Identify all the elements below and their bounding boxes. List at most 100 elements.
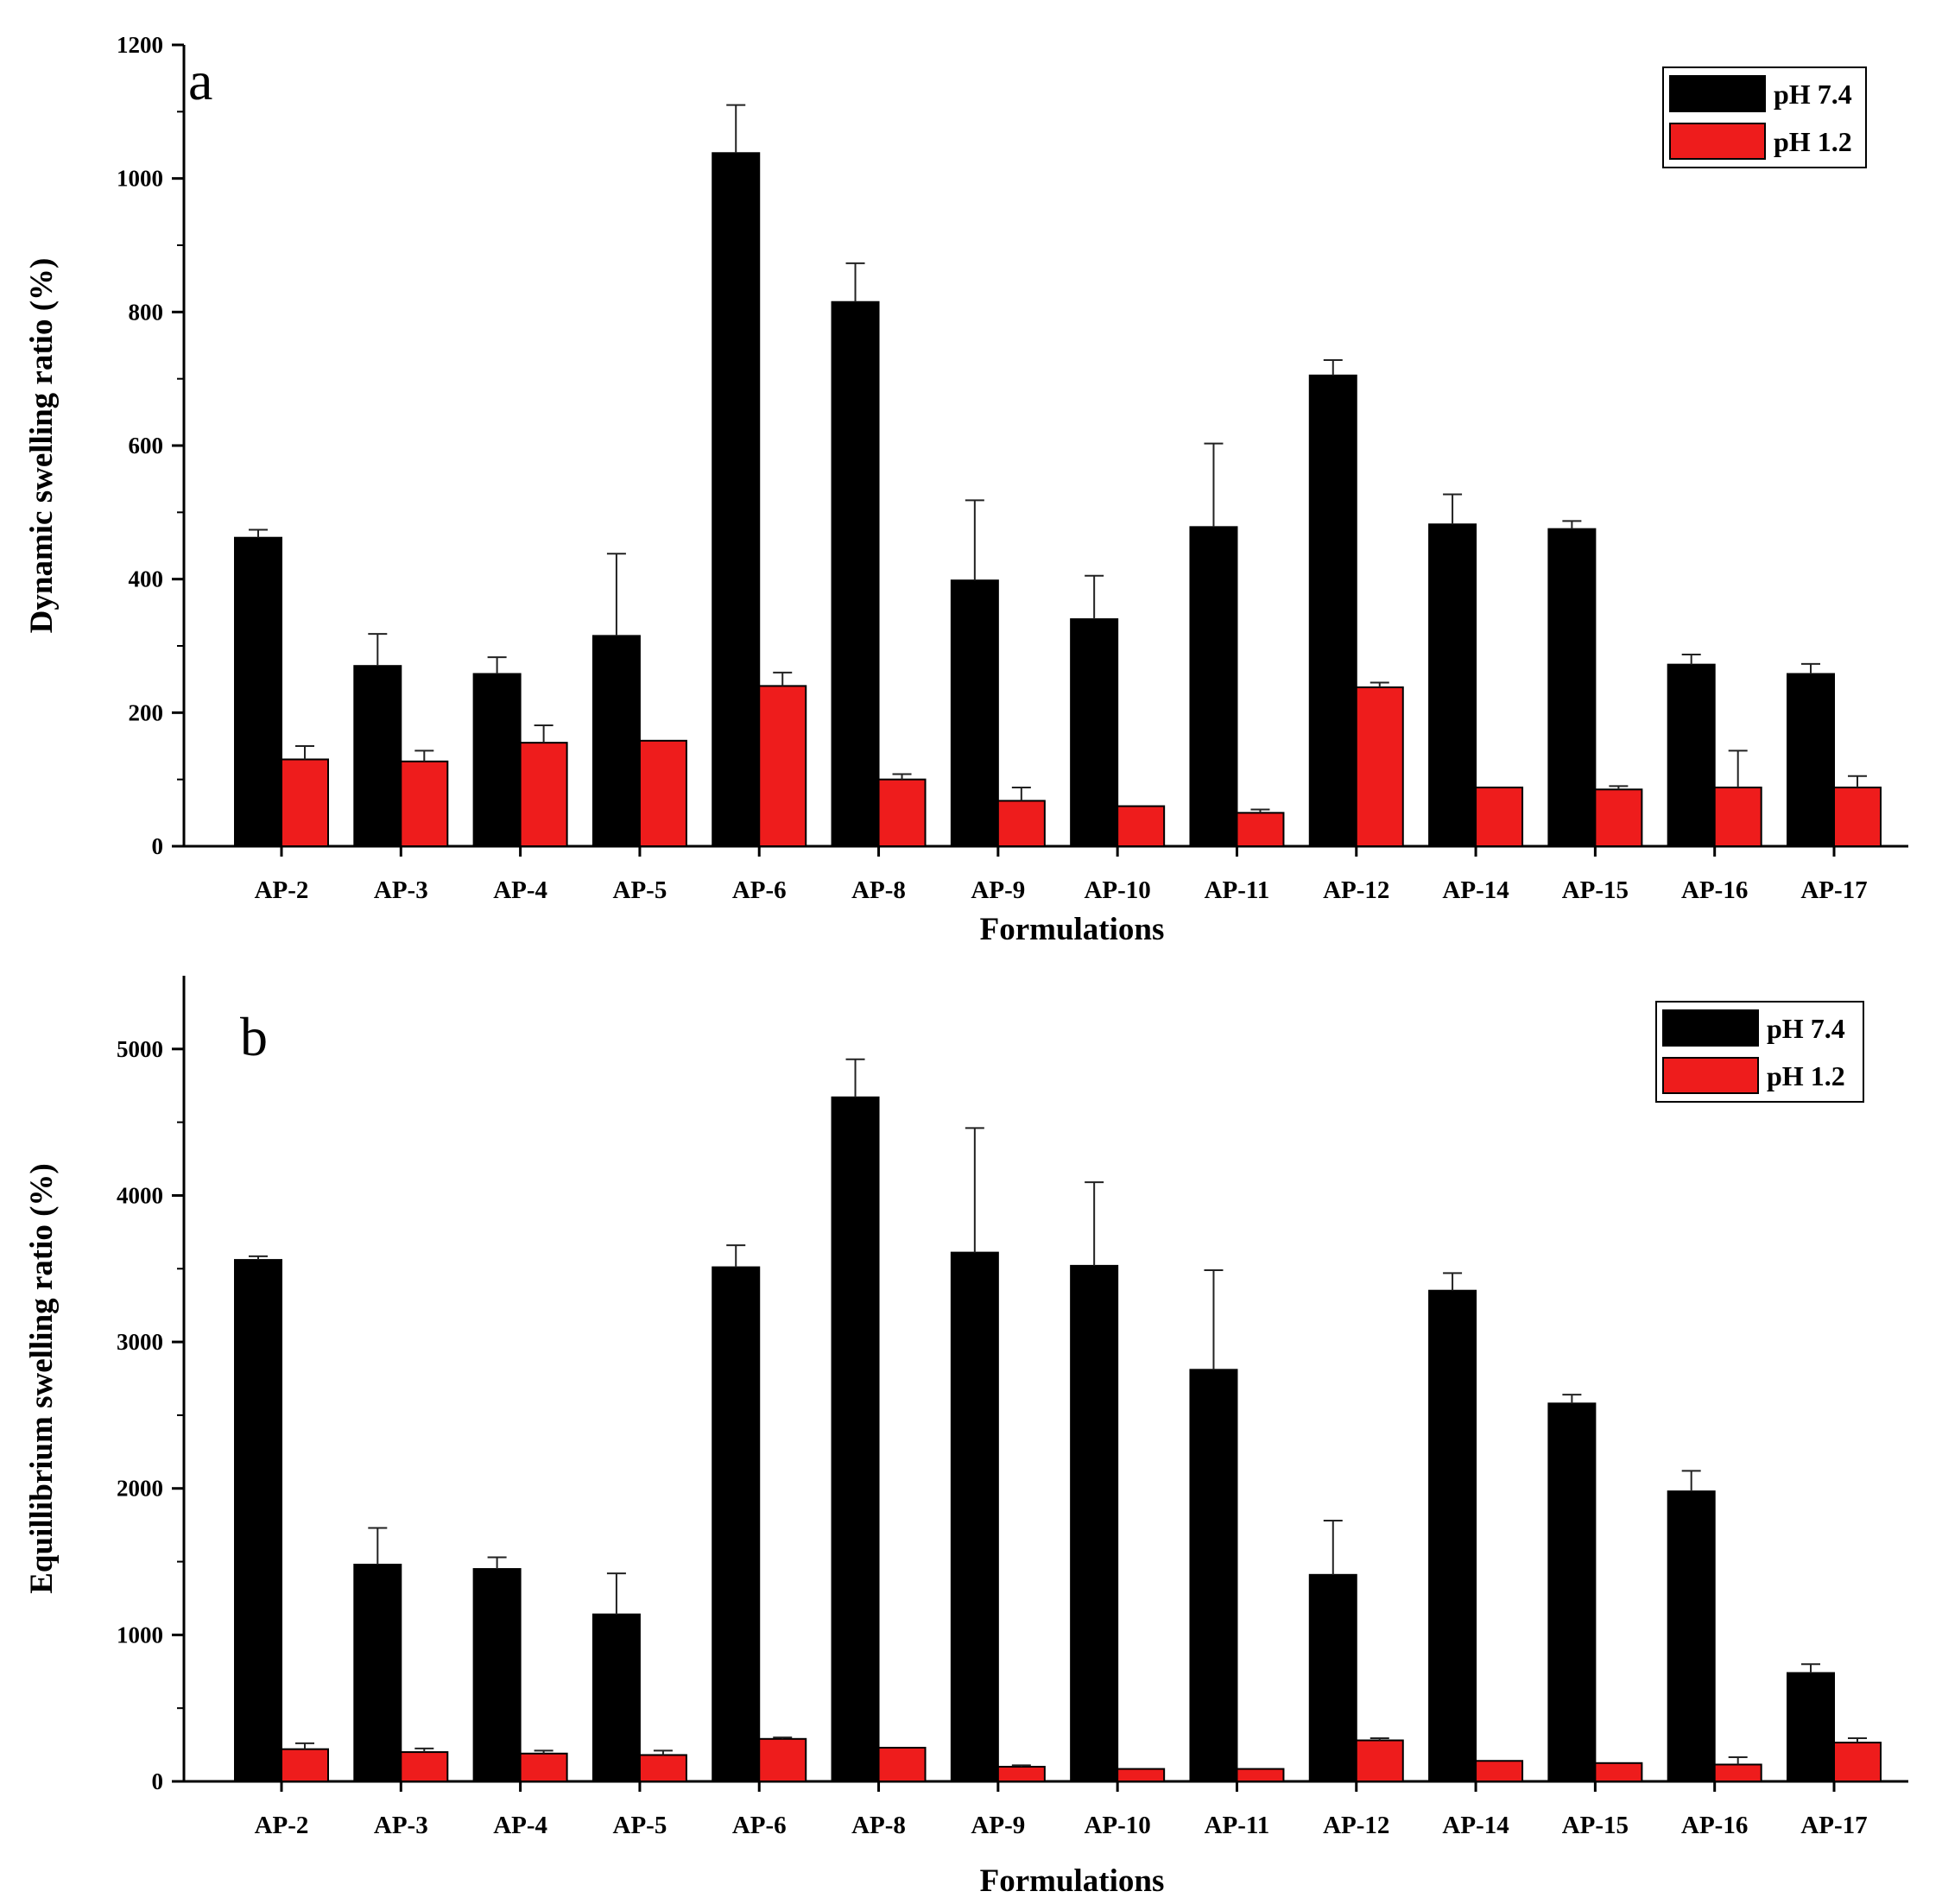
bar-ph12-ap-10 <box>1116 1768 1166 1782</box>
y-tick-label: 800 <box>129 299 164 325</box>
y-tick-label: 1000 <box>117 166 163 192</box>
x-tick-label: AP-2 <box>255 876 309 904</box>
chart-panel-b: 0 1000 2000 3000 4000 5000 AP-2 AP-3 AP-4 AP-5 AP-… <box>24 976 1908 1899</box>
bar-ph74-ap-10 <box>1070 618 1119 847</box>
legend: pH 7.4 pH 1.2 <box>1662 66 1867 168</box>
bar-ph74-ap-15 <box>1547 1402 1597 1782</box>
y-axis-title: Equillibrium swelling ratio (%) <box>24 1163 60 1594</box>
x-axis-title: Formulations <box>980 1863 1165 1899</box>
bar-ph12-ap-11 <box>1236 1768 1285 1782</box>
bar-ph74-ap-17 <box>1787 1672 1835 1783</box>
chart-panel-a: 0 200 400 600 800 1000 1200 AP-2 AP-3 AP-4 AP-5 AP-… <box>24 32 1908 947</box>
bar-ph12-ap-2 <box>281 1748 329 1783</box>
x-tick-label: AP-12 <box>1323 876 1389 904</box>
bar-ph12-ap-16 <box>1713 1763 1762 1783</box>
bar-ph12-ap-14 <box>1475 1760 1524 1782</box>
bar-ph12-ap-2 <box>281 758 329 848</box>
bar-ph12-ap-6 <box>758 1737 807 1782</box>
y-tick-label: 5000 <box>117 1036 163 1062</box>
bar-ph12-ap-15 <box>1594 1762 1643 1782</box>
x-tick-label: AP-16 <box>1681 876 1748 904</box>
bar-ph74-ap-11 <box>1189 526 1238 847</box>
legend-label-ph12: pH 1.2 <box>1767 1060 1845 1091</box>
bar-ph74-ap-4 <box>472 673 522 847</box>
x-tick-label: AP-4 <box>493 876 547 904</box>
bar-ph12-ap-12 <box>1355 686 1404 847</box>
bar-ph74-ap-16 <box>1667 1490 1716 1782</box>
x-tick-label: AP-9 <box>971 1812 1025 1839</box>
bar-ph12-ap-8 <box>877 1746 927 1783</box>
x-tick-label: AP-6 <box>732 1812 787 1839</box>
bar-ph12-ap-9 <box>996 800 1046 847</box>
x-tick-label: AP-17 <box>1800 876 1867 904</box>
bar-ph74-ap-2 <box>234 536 282 847</box>
x-tick-label: AP-8 <box>851 876 906 904</box>
bar-ph12-ap-9 <box>996 1766 1046 1783</box>
legend-label-ph74: pH 7.4 <box>1767 1013 1845 1044</box>
bar-ph12-ap-12 <box>1355 1739 1404 1783</box>
legend-swatch-ph74 <box>1662 1009 1759 1047</box>
bar-ph74-ap-12 <box>1308 1573 1357 1783</box>
bar-ph74-ap-15 <box>1547 528 1597 848</box>
x-tick-label: AP-17 <box>1800 1812 1867 1839</box>
y-tick-label: 200 <box>129 699 164 725</box>
x-tick-label: AP-12 <box>1323 1812 1389 1839</box>
bar-ph12-ap-8 <box>877 778 927 848</box>
legend-label-ph12: pH 1.2 <box>1774 126 1852 157</box>
x-tick-label: AP-3 <box>374 1812 428 1839</box>
x-tick-label: AP-15 <box>1562 1812 1629 1839</box>
x-tick-label: AP-9 <box>971 876 1025 904</box>
x-tick-label: AP-4 <box>493 1812 547 1839</box>
bar-ph12-ap-4 <box>519 742 568 848</box>
legend-swatch-ph74 <box>1669 75 1766 112</box>
legend-label-ph74: pH 7.4 <box>1774 79 1852 110</box>
bar-ph74-ap-12 <box>1308 374 1357 847</box>
bar-ph12-ap-16 <box>1713 786 1762 847</box>
y-axis-title: Dynamic swelling ratio (%) <box>24 258 60 634</box>
x-tick-label: AP-10 <box>1084 876 1150 904</box>
y-tick-label: 0 <box>152 833 164 859</box>
bar-ph12-ap-6 <box>758 685 807 848</box>
x-tick-label: AP-5 <box>613 876 667 904</box>
bar-ph12-ap-14 <box>1475 786 1524 847</box>
bar-ph74-ap-3 <box>353 1563 402 1783</box>
bar-ph74-ap-14 <box>1428 1289 1477 1782</box>
bar-ph12-ap-5 <box>638 739 687 848</box>
legend: pH 7.4 pH 1.2 <box>1655 1001 1864 1103</box>
y-tick-label: 4000 <box>117 1182 163 1208</box>
x-tick-label: AP-2 <box>255 1812 309 1839</box>
x-tick-label: AP-14 <box>1442 876 1509 904</box>
bar-ph74-ap-4 <box>472 1568 522 1782</box>
bar-ph12-ap-3 <box>400 760 449 848</box>
bar-ph12-ap-17 <box>1833 1742 1882 1783</box>
panel-letter: b <box>240 1006 268 1067</box>
bar-ph12-ap-4 <box>519 1752 568 1782</box>
x-tick-label: AP-8 <box>851 1812 906 1839</box>
y-tick-label: 400 <box>129 566 164 592</box>
bar-ph12-ap-11 <box>1236 812 1285 847</box>
bar-ph12-ap-3 <box>400 1751 449 1783</box>
bar-ph74-ap-9 <box>950 1251 999 1782</box>
bar-ph74-ap-5 <box>591 1613 641 1782</box>
y-tick-label: 0 <box>152 1768 164 1794</box>
x-axis-title: Formulations <box>980 912 1165 947</box>
bar-ph12-ap-17 <box>1833 786 1882 847</box>
bar-ph74-ap-6 <box>712 1266 761 1783</box>
x-tick-label: AP-14 <box>1442 1812 1509 1839</box>
x-tick-label: AP-6 <box>732 876 787 904</box>
bar-ph74-ap-8 <box>831 300 880 847</box>
panel-letter: a <box>188 50 212 111</box>
bar-ph74-ap-6 <box>712 152 761 847</box>
x-tick-label: AP-3 <box>374 876 428 904</box>
bar-ph74-ap-17 <box>1787 673 1835 847</box>
y-tick-label: 2000 <box>117 1476 163 1502</box>
x-tick-label: AP-11 <box>1205 1812 1270 1839</box>
bar-ph12-ap-5 <box>638 1754 687 1782</box>
y-tick-label: 600 <box>129 433 164 459</box>
bar-ph12-ap-10 <box>1116 805 1166 847</box>
bar-ph74-ap-2 <box>234 1259 282 1783</box>
x-tick-label: AP-16 <box>1681 1812 1748 1839</box>
x-tick-label: AP-10 <box>1084 1812 1150 1839</box>
bar-ph12-ap-15 <box>1594 788 1643 847</box>
